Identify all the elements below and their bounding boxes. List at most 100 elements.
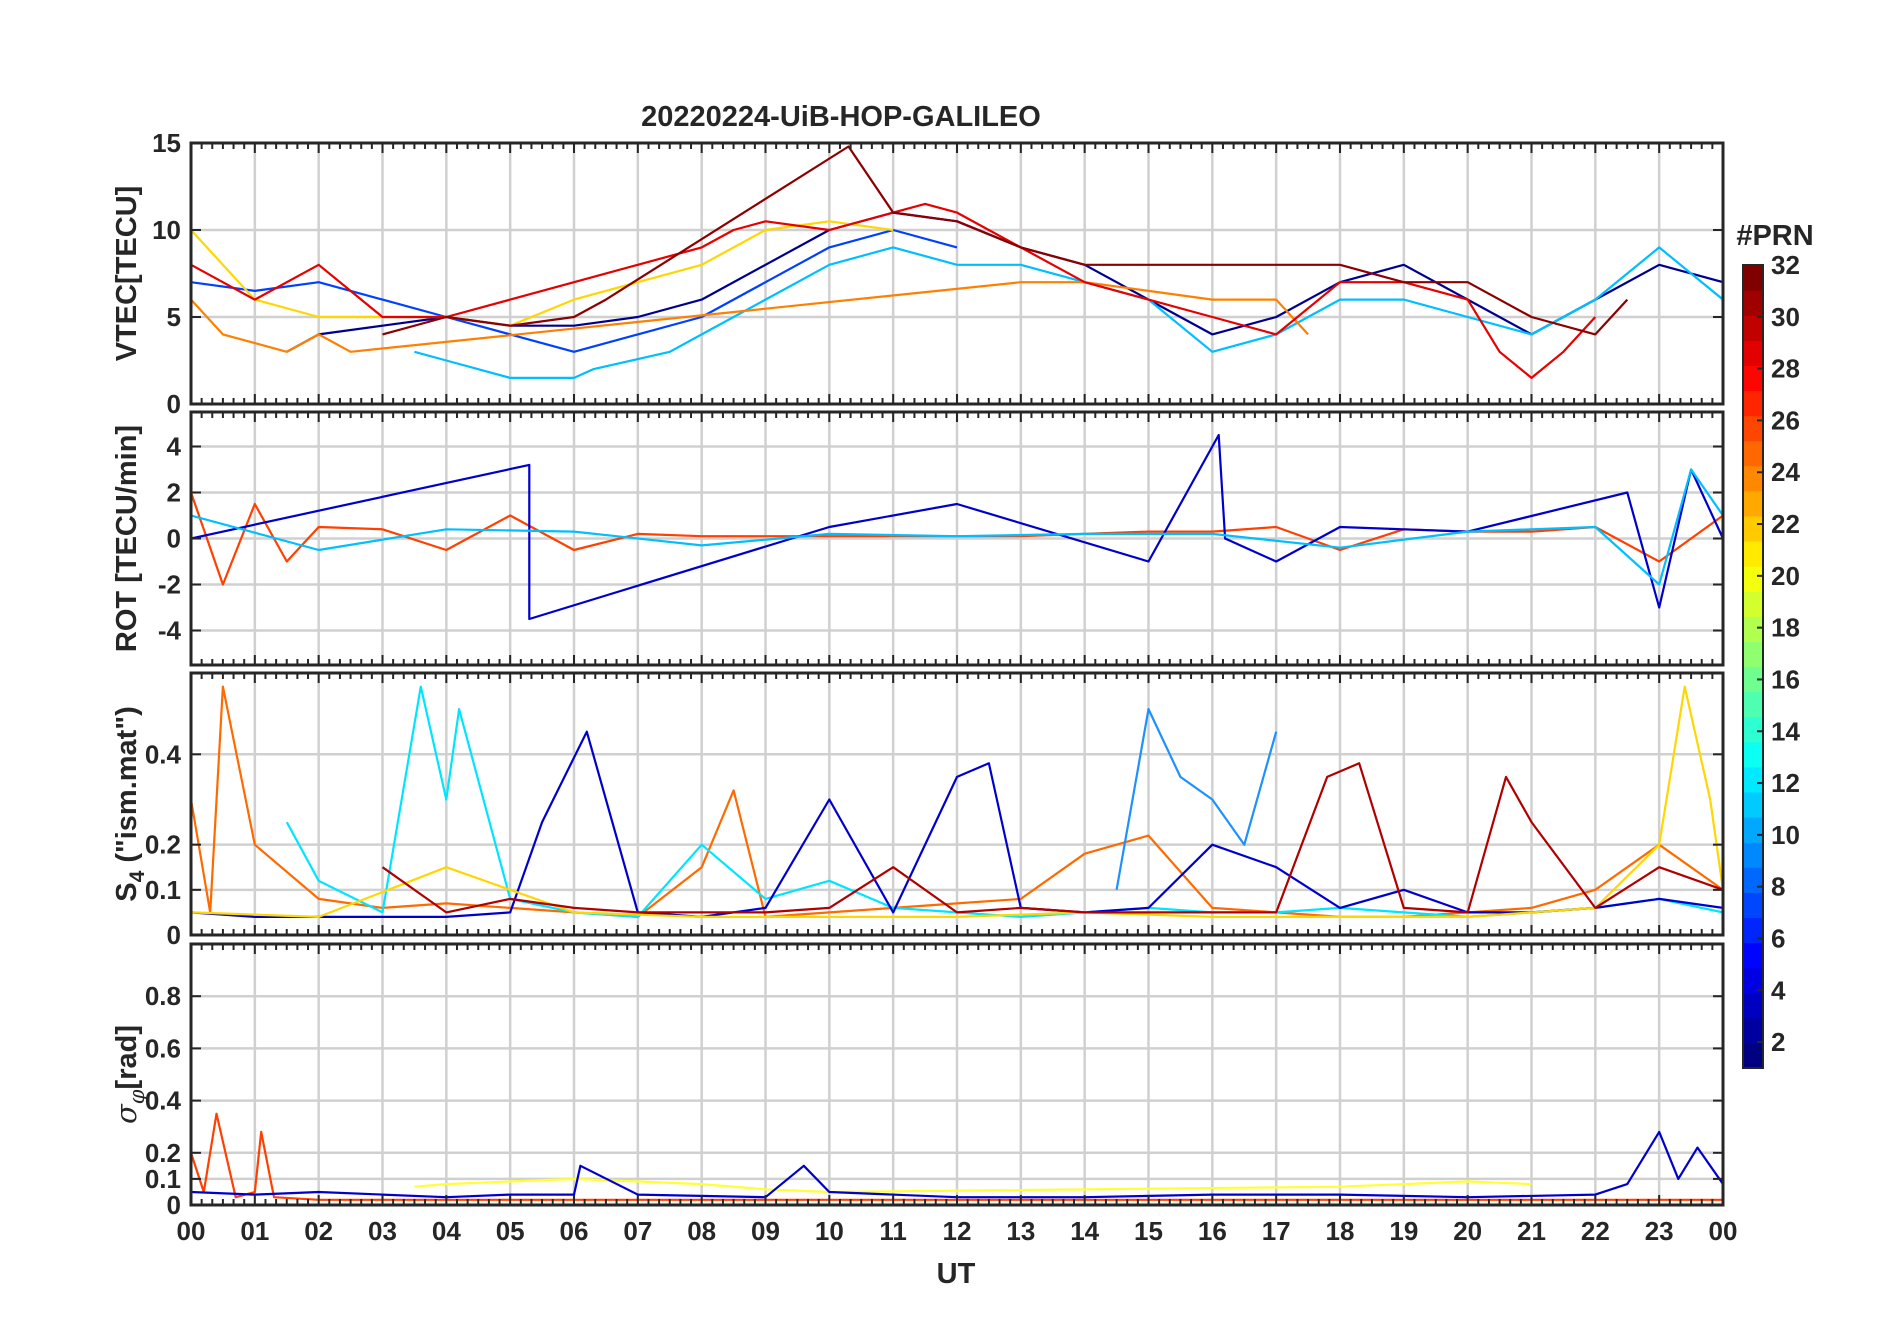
series-line-2 <box>285 685 1723 919</box>
y-tick-label: 0.1 <box>145 1164 181 1194</box>
colorbar-tick-label: 8 <box>1771 872 1785 902</box>
x-tick-label: 06 <box>560 1216 589 1246</box>
colorbar-swatch <box>1743 666 1763 693</box>
x-tick-label: 21 <box>1517 1216 1546 1246</box>
x-tick-label: 23 <box>1645 1216 1674 1246</box>
y-tick-label: -4 <box>158 616 182 646</box>
y-axis-label: S4 ("ism.mat") <box>111 706 149 902</box>
colorbar-tick-label: 24 <box>1771 457 1800 487</box>
y-tick-label: 0.4 <box>145 1086 182 1116</box>
sigma-phi-panel: 00.10.2 0.4 0.6 0.8 σφ[rad] <box>109 942 1725 1220</box>
x-tick-label: 00 <box>177 1216 206 1246</box>
colorbar-swatch <box>1743 541 1763 567</box>
y-tick-label: 4 <box>167 432 182 462</box>
x-tick-label: 14 <box>1070 1216 1099 1246</box>
colorbar-tick-label: 4 <box>1771 975 1786 1005</box>
series-line-3 <box>191 1130 1723 1199</box>
colorbar-swatch <box>1743 791 1763 818</box>
colorbar-swatch <box>1743 766 1763 793</box>
x-tick-label: 12 <box>943 1216 972 1246</box>
series-line-2 <box>191 433 1723 621</box>
y-tick-label: 0 <box>167 524 181 554</box>
colorbar-swatch <box>1743 365 1763 392</box>
series-line-6 <box>381 762 1723 914</box>
vtec-panel: 0 5 10 15 VTEC[TECU] <box>111 128 1725 419</box>
x-tick-label: 17 <box>1262 1216 1291 1246</box>
colorbar-tick-label: 26 <box>1771 405 1800 435</box>
colorbar-swatch <box>1743 917 1763 944</box>
series-line-3 <box>191 468 1723 586</box>
y-tick-label: 0.2 <box>145 1138 181 1168</box>
colorbar-swatch <box>1743 591 1763 617</box>
colorbar-swatch <box>1743 967 1763 994</box>
colorbar-swatch <box>1743 290 1763 316</box>
colorbar-swatch <box>1743 390 1763 417</box>
colorbar-swatch <box>1743 415 1763 442</box>
y-tick-label: 15 <box>152 128 181 158</box>
series-line-3 <box>191 730 1723 919</box>
series-line-6 <box>191 202 1597 379</box>
y-tick-label: 0.6 <box>145 1033 181 1063</box>
colorbar-tick-label: 10 <box>1771 820 1800 850</box>
colorbar-frame <box>1742 264 1764 1069</box>
series-line-2 <box>414 1177 1532 1194</box>
x-tick-label: 04 <box>432 1216 461 1246</box>
y-axis-label: ROT [TECU/min] <box>111 425 143 652</box>
x-tick-label: 05 <box>496 1216 525 1246</box>
series-group <box>191 145 1723 379</box>
colorbar-tick-label: 16 <box>1771 664 1800 694</box>
y-tick-label: 0 <box>167 1190 181 1220</box>
series-line-5 <box>191 685 1723 919</box>
colorbar-swatch <box>1743 716 1763 743</box>
colorbar-swatch <box>1743 566 1763 592</box>
x-tick-label: 03 <box>368 1216 397 1246</box>
colorbar-swatch <box>1743 490 1763 517</box>
x-tick-label: 19 <box>1389 1216 1418 1246</box>
y-tick-label: 2 <box>167 478 181 508</box>
y-tick-label: 0.1 <box>145 875 181 905</box>
colorbar-swatch <box>1743 265 1763 291</box>
colorbar-swatch <box>1743 892 1763 919</box>
series-line-5 <box>191 281 1309 353</box>
s4-panel: 0 0.1 0.2 0.4S4 ("ism.mat") <box>111 671 1725 950</box>
colorbar-tick-label: 22 <box>1771 509 1800 539</box>
x-tick-label: 15 <box>1134 1216 1163 1246</box>
colorbar-swatch <box>1743 817 1763 843</box>
colorbar-tick-label: 30 <box>1771 302 1800 332</box>
colorbar-tick-label: 28 <box>1771 354 1800 384</box>
colorbar-swatch <box>1743 1017 1763 1044</box>
colorbar-swatch <box>1743 691 1763 718</box>
colorbar-swatch <box>1743 315 1763 341</box>
y-tick-label: 0.2 <box>145 830 181 860</box>
x-tick-label: 22 <box>1581 1216 1610 1246</box>
x-tick-label: 08 <box>687 1216 716 1246</box>
colorbar-swatch <box>1743 942 1763 969</box>
x-axis-label: UT <box>937 1258 976 1290</box>
colorbar-swatch <box>1743 641 1763 668</box>
colorbar-swatch <box>1743 867 1763 893</box>
x-tick-label: 00 <box>1709 1216 1738 1246</box>
colorbar-tick-label: 6 <box>1771 923 1785 953</box>
x-tick-label: 01 <box>240 1216 269 1246</box>
x-tick-label: 13 <box>1006 1216 1035 1246</box>
colorbar-tick-label: 14 <box>1771 716 1800 746</box>
x-tick-label: 16 <box>1198 1216 1227 1246</box>
x-tick-label: 02 <box>304 1216 333 1246</box>
colorbar-tick-label: 12 <box>1771 768 1800 798</box>
x-tick-label: 09 <box>751 1216 780 1246</box>
figure-title: 20220224-UiB-HOP-GALILEO <box>641 101 1041 133</box>
y-tick-label: 0 <box>167 389 181 419</box>
series-group <box>191 433 1723 621</box>
series-line-2 <box>191 228 958 353</box>
series-line-7 <box>382 145 1629 336</box>
x-tick-label: 11 <box>879 1216 907 1246</box>
colorbar-tick-label: 32 <box>1771 250 1800 280</box>
colorbar-swatch <box>1743 842 1763 868</box>
series-line-4 <box>1115 707 1278 890</box>
y-tick-label: 5 <box>167 302 181 332</box>
colorbar-tick-label: 2 <box>1771 1027 1785 1057</box>
rot-panel: 4 2 0 -2 -4 ROT [TECU/min] <box>111 410 1725 667</box>
series-group <box>191 685 1723 919</box>
